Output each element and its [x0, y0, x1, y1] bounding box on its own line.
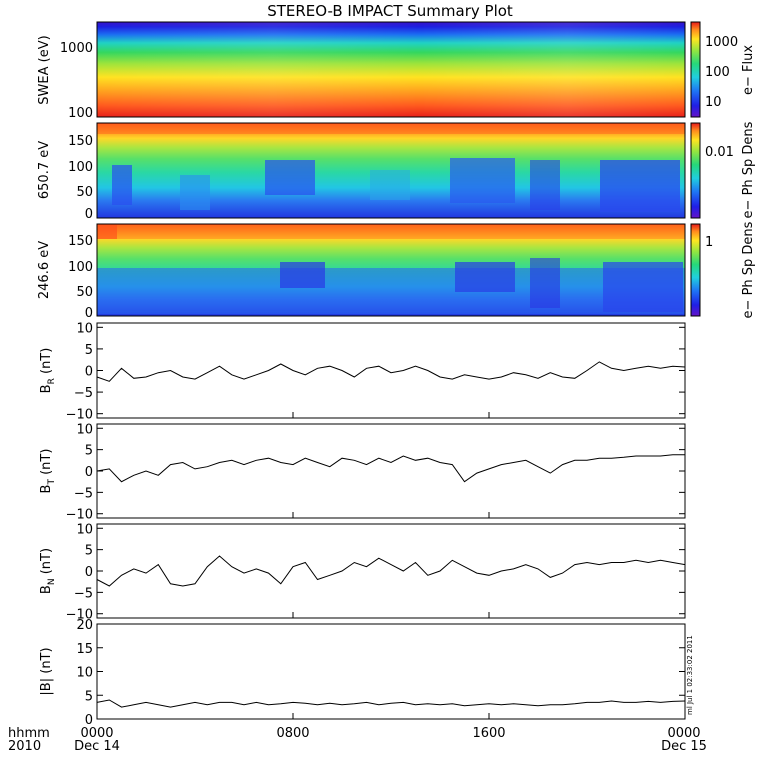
bt-trace	[96, 454, 685, 483]
pad-650-frame	[96, 122, 686, 219]
bn-trace	[96, 555, 686, 587]
bmag-trace	[96, 699, 686, 708]
swea-ylabel: SWEA (eV)	[37, 35, 52, 104]
bt-ytick-label-4: −10	[66, 508, 93, 523]
panel-bmag: 20 15 10 5 0 |B| (nT)	[39, 618, 686, 728]
swea-texture	[97, 22, 685, 117]
bt-ytick-label-3: −5	[74, 486, 93, 501]
swea-cbar-tick-100: 100	[705, 65, 730, 80]
pad-246-ytick-50: 50	[76, 285, 93, 300]
time-axis-row-label-year: 2010	[8, 739, 41, 754]
bmag-ytick-label-2: 10	[76, 666, 93, 681]
bn-ytick-label-1: 5	[85, 544, 93, 559]
pad-246-cbar-label: e− Ph Sp Dens	[741, 221, 756, 318]
pad-650-colorbar	[690, 122, 701, 219]
pad-650-cbar-label: e− Ph Sp Dens	[741, 121, 756, 218]
bn-frame	[96, 523, 686, 619]
swea-cbar-tick-1000: 1000	[705, 35, 738, 50]
pad-246-ytick-100: 100	[68, 260, 93, 275]
panel-bn: 10 5 0 −5 −10 BN (nT)	[39, 522, 686, 623]
bt-ytick-label-2: 0	[85, 465, 93, 480]
bmag-ytick-label-3: 5	[85, 689, 93, 704]
time-tick-end-0000: 0000	[667, 726, 700, 741]
pad-650-ytick-150: 150	[68, 134, 93, 149]
pad-246-frame	[96, 223, 686, 317]
swea-ytick-1000: 1000	[60, 41, 93, 56]
time-tick-0000: 0000	[80, 726, 113, 741]
time-axis: hhmm 2010 0000 Dec 14 0800 1600 0000 Dec…	[8, 726, 707, 754]
time-tick-date-dec15: Dec 15	[661, 739, 707, 754]
time-tick-date-dec14: Dec 14	[74, 739, 120, 754]
br-ytick-label-3: −5	[74, 386, 93, 401]
time-tick-1600: 1600	[472, 726, 505, 741]
pad-650-cbar-tick: 0.01	[705, 145, 734, 160]
bmag-ytick-label-1: 15	[76, 642, 93, 657]
bn-ytick-label-2: 0	[85, 565, 93, 580]
bt-frame	[96, 423, 686, 519]
panel-bt: 10 5 0 −5 −10 BT (nT)	[39, 422, 686, 523]
pad-246-features	[97, 225, 685, 314]
pad-650-features	[97, 124, 685, 212]
swea-cbar-tick-10: 10	[705, 95, 722, 110]
plot-title: STEREO-B IMPACT Summary Plot	[267, 2, 513, 20]
pad-650-ytick-100: 100	[68, 160, 93, 175]
swea-ytick-100: 100	[68, 106, 93, 121]
bn-ytick-label-3: −5	[74, 586, 93, 601]
pad-650-ytick-0: 0	[85, 207, 93, 222]
bt-ytick-label-0: 10	[76, 422, 93, 437]
br-ytick-label-0: 10	[76, 321, 93, 336]
time-axis-row-label-hhmm: hhmm	[8, 726, 50, 741]
timestamp-stamp: ml Jul 1 02:33:02 2011	[686, 635, 694, 715]
br-frame	[96, 322, 686, 419]
swea-frame	[96, 21, 686, 118]
pad-246-ytick-150: 150	[68, 234, 93, 249]
panel-swea: SWEA (eV) 1000 100 1000 100 10 e− Flux	[37, 21, 756, 121]
br-ytick-label-1: 5	[85, 343, 93, 358]
swea-cbar-label: e− Flux	[741, 45, 756, 95]
panel-pad-650: 650.7 eV 150 100 50 0 0.01 e− Ph Sp Dens	[37, 121, 756, 222]
bn-ylabel: BN (nT)	[39, 548, 57, 594]
bmag-ylabel: |B| (nT)	[39, 647, 54, 695]
br-ytick-label-4: −10	[66, 408, 93, 423]
pad-650-ytick-50: 50	[76, 185, 93, 200]
pad-246-ytick-0: 0	[85, 306, 93, 321]
bt-ytick-label-1: 5	[85, 444, 93, 459]
bmag-ytick-label-4: 0	[85, 713, 93, 728]
br-trace	[96, 361, 686, 382]
bt-ylabel: BT (nT)	[39, 449, 57, 494]
bn-ytick-label-4: −10	[66, 608, 93, 623]
line-panels: 10 5 0 −5 −10 BR (nT) 10 5 0 −5 −10 BT (nT) 10 5 0 −5 −1…	[39, 321, 686, 728]
swea-colorbar	[690, 21, 701, 118]
bn-ytick-label-0: 10	[76, 522, 93, 537]
pad-246-cbar-tick: 1	[705, 235, 713, 250]
pad-246-colorbar	[690, 223, 701, 317]
panel-pad-246: 246.6 eV 150 100 50 0 1 e− Ph Sp Dens	[37, 221, 756, 321]
pad-246-ylabel: 246.6 eV	[37, 241, 52, 299]
panel-br: 10 5 0 −5 −10 BR (nT)	[39, 321, 686, 423]
pad-650-ylabel: 650.7 eV	[37, 141, 52, 199]
br-ytick-label-2: 0	[85, 365, 93, 380]
time-tick-0800: 0800	[276, 726, 309, 741]
br-ylabel: BR (nT)	[39, 348, 57, 394]
bmag-ytick-label-0: 20	[76, 618, 93, 633]
